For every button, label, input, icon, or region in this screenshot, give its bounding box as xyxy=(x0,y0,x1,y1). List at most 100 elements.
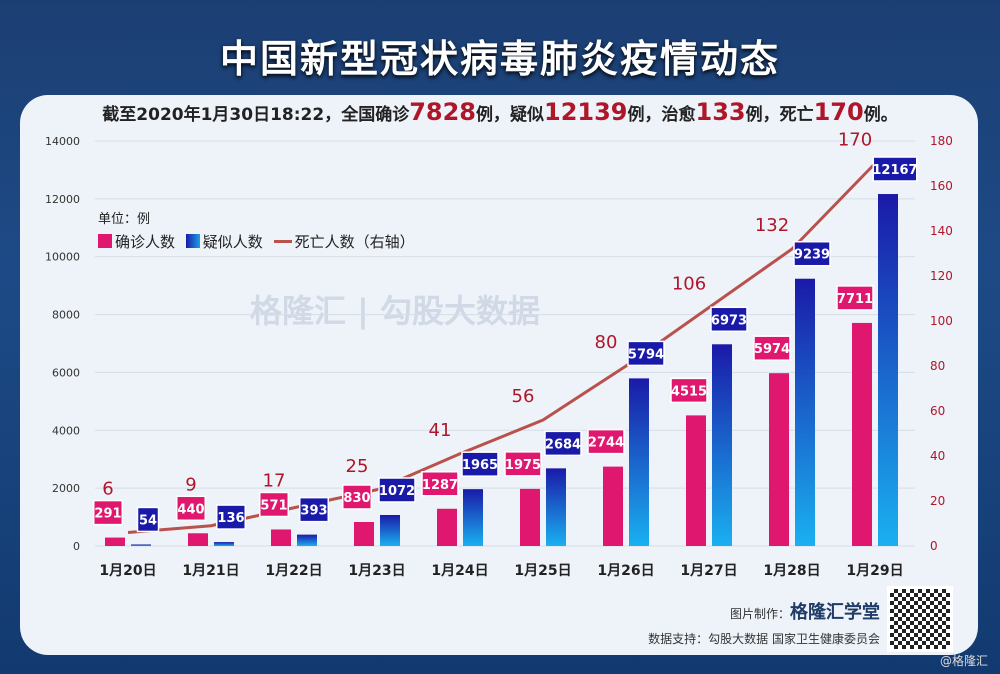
bar-suspected xyxy=(380,514,400,546)
legend-suspected: 疑似人数 xyxy=(202,233,263,251)
bar-suspected xyxy=(546,468,566,546)
label-confirmed-box xyxy=(93,499,123,526)
bar-suspected xyxy=(795,278,815,546)
bar-confirmed xyxy=(520,488,540,546)
bar-confirmed xyxy=(769,373,789,546)
page-title: 中国新型冠状病毒肺炎疫情动态 xyxy=(219,37,780,81)
label-deaths: 132 xyxy=(755,215,789,236)
y-left-tick: 0 xyxy=(73,540,80,553)
label-deaths: 6 xyxy=(102,479,113,500)
y-right-tick: 100 xyxy=(930,314,953,328)
bar-confirmed xyxy=(852,322,872,546)
legend-swatch-deaths xyxy=(273,240,292,243)
label-deaths: 17 xyxy=(263,470,286,491)
x-tick-label: 1月22日 xyxy=(265,563,322,579)
y-left-tick: 12000 xyxy=(45,193,80,206)
x-tick-label: 1月28日 xyxy=(763,563,820,579)
deaths-count: 170 xyxy=(813,98,864,126)
bar-confirmed xyxy=(686,415,706,546)
summary-text: 例，治愈 xyxy=(627,105,696,125)
label-suspected: 12167 xyxy=(872,163,917,178)
label-suspected-box xyxy=(710,306,748,333)
y-right-tick: 160 xyxy=(930,179,953,193)
label-confirmed: 1287 xyxy=(422,478,458,493)
summary-text: 例。 xyxy=(863,105,898,125)
y-right-tick: 140 xyxy=(930,224,953,238)
y-left-tick: 2000 xyxy=(52,482,80,495)
label-suspected-box xyxy=(299,496,329,523)
label-confirmed-box xyxy=(753,335,791,361)
qr-code xyxy=(887,586,953,652)
label-confirmed-box xyxy=(504,451,542,477)
x-tick-label: 1月24日 xyxy=(431,563,488,579)
label-confirmed: 291 xyxy=(94,507,121,522)
data-source: 数据支持：勾股大数据 国家卫生健康委员会 xyxy=(648,632,880,646)
label-suspected-box xyxy=(136,506,160,533)
x-tick-label: 1月25日 xyxy=(514,563,571,579)
label-suspected-box xyxy=(378,477,416,503)
bar-confirmed xyxy=(437,508,457,546)
label-confirmed-box xyxy=(670,377,708,404)
label-suspected: 1072 xyxy=(379,484,415,499)
label-confirmed: 4515 xyxy=(671,384,707,399)
corner-watermark: @格隆汇 xyxy=(940,654,989,668)
y-right-tick: 20 xyxy=(930,494,945,508)
label-confirmed-box xyxy=(421,471,459,497)
label-suspected-box xyxy=(872,156,918,182)
x-tick-label: 1月20日 xyxy=(99,563,156,579)
x-tick-label: 1月29日 xyxy=(846,563,903,579)
legend-deaths: 死亡人数（右轴） xyxy=(294,233,415,251)
bar-suspected xyxy=(629,378,649,546)
label-deaths: 80 xyxy=(595,332,618,353)
summary-text: 例，死亡 xyxy=(745,105,814,125)
legend: 单位：例 确诊人数 疑似人数 死亡人数（右轴） xyxy=(98,208,415,252)
summary-text: 例，疑似 xyxy=(476,105,544,125)
label-confirmed-box xyxy=(836,285,874,311)
y-right-tick: 60 xyxy=(930,404,945,418)
chart-panel xyxy=(20,95,978,655)
bar-suspected xyxy=(297,534,317,546)
bar-confirmed xyxy=(354,521,374,546)
label-confirmed: 5974 xyxy=(754,342,790,357)
x-tick-label: 1月27日 xyxy=(680,563,737,579)
label-suspected-box xyxy=(544,430,582,457)
label-deaths: 106 xyxy=(672,274,706,295)
label-suspected-box xyxy=(461,451,499,477)
cured-count: 133 xyxy=(695,98,746,126)
credit-label: 图片制作： xyxy=(729,607,790,621)
label-confirmed-box xyxy=(587,428,625,455)
summary: 截至2020年1月30日18:22，全国确诊7828例，疑似12139例，治愈1… xyxy=(0,98,1000,126)
label-confirmed: 440 xyxy=(177,502,204,517)
x-tick-label: 1月23日 xyxy=(348,563,405,579)
label-deaths: 25 xyxy=(346,456,369,477)
label-suspected: 5794 xyxy=(628,347,664,362)
y-left-tick: 10000 xyxy=(45,251,80,264)
label-confirmed: 7711 xyxy=(837,292,873,307)
label-deaths: 9 xyxy=(185,474,196,495)
bar-suspected xyxy=(463,489,483,546)
suspected-count: 12139 xyxy=(544,98,628,126)
label-suspected-box xyxy=(793,240,831,267)
y-left-tick: 8000 xyxy=(52,309,80,322)
label-deaths: 41 xyxy=(429,420,452,441)
y-right-tick: 0 xyxy=(930,539,938,553)
label-confirmed: 1975 xyxy=(505,458,541,473)
x-tick-label: 1月21日 xyxy=(182,563,239,579)
summary-text: 截至2020年1月30日18:22，全国确诊 xyxy=(102,105,410,125)
label-confirmed: 571 xyxy=(260,498,287,513)
bar-suspected xyxy=(878,194,898,547)
label-deaths: 56 xyxy=(512,386,535,407)
y-left-tick: 4000 xyxy=(52,424,80,437)
bar-confirmed xyxy=(271,529,291,546)
label-suspected: 1965 xyxy=(462,458,498,473)
label-confirmed-box xyxy=(259,491,289,518)
line-deaths xyxy=(127,162,877,534)
y-left-tick: 6000 xyxy=(52,366,80,379)
bar-suspected xyxy=(131,544,151,546)
credit: 图片制作：格隆汇学堂 xyxy=(600,598,880,624)
credit-brand: 格隆汇学堂 xyxy=(790,602,880,623)
bar-confirmed xyxy=(188,533,208,546)
legend-confirmed: 确诊人数 xyxy=(115,233,176,251)
label-suspected: 9239 xyxy=(794,248,830,263)
